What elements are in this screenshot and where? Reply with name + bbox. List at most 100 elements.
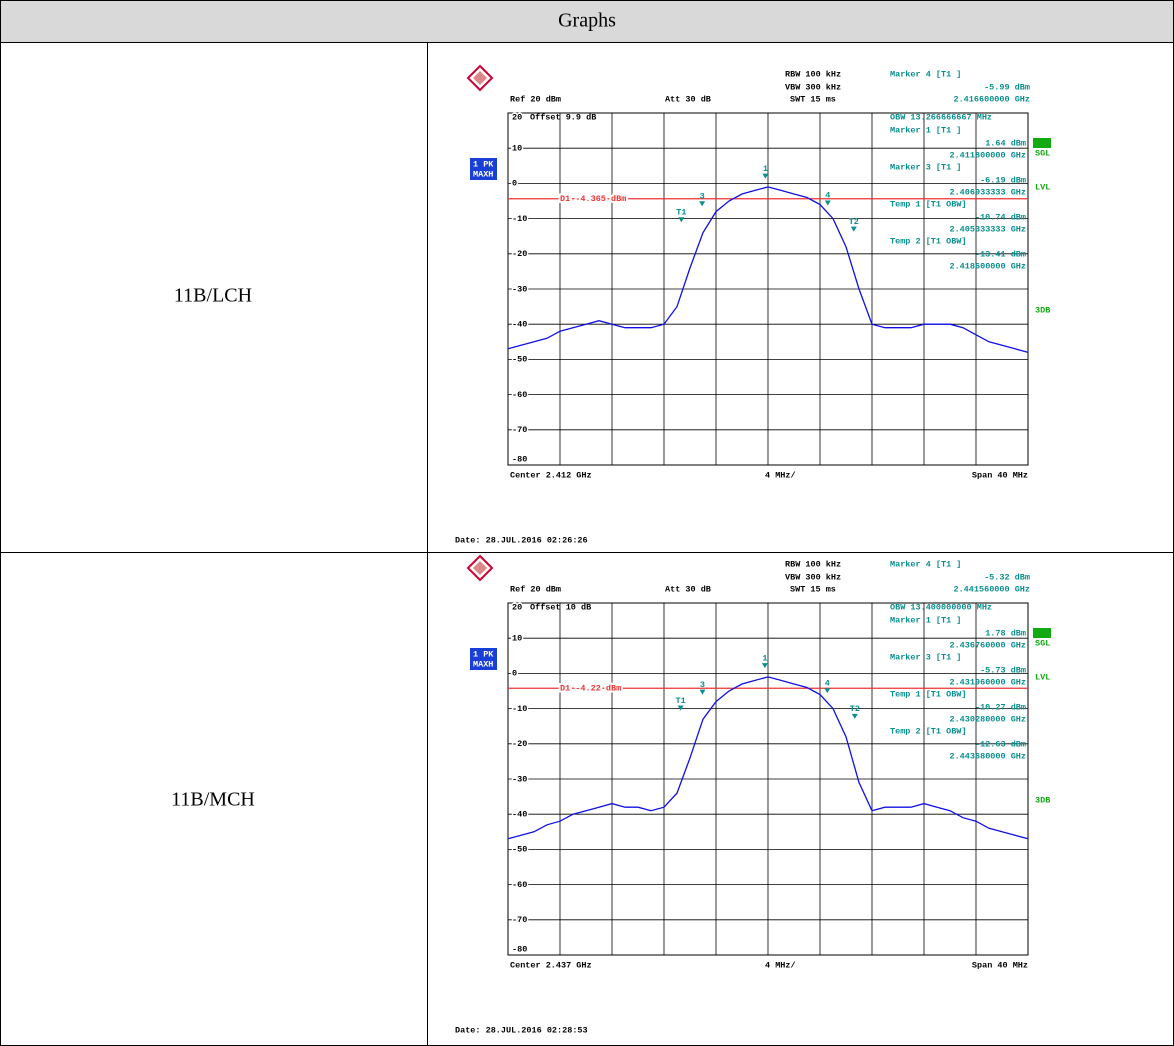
center: Center 2.437 GHz	[510, 960, 592, 970]
readout-freq: 2.416600000 GHz	[953, 94, 1030, 104]
marker	[762, 173, 769, 179]
att: Att 30 dB	[665, 584, 711, 594]
header-title: Graphs	[558, 10, 616, 32]
readout-title: Temp 2 [T1 OBW]	[890, 726, 967, 736]
ref: Ref 20 dBm	[510, 94, 561, 104]
span: Span 40 MHz	[972, 960, 1028, 970]
d1-label: D1 -4.365 dBm	[560, 194, 626, 204]
readout-freq: 2.430280000 GHz	[949, 714, 1026, 724]
side-label: LVL	[1035, 672, 1050, 682]
y-tick-label: -50	[512, 355, 527, 365]
ref: Ref 20 dBm	[510, 584, 561, 594]
marker	[824, 688, 831, 694]
side-label: LVL	[1035, 182, 1050, 192]
y-tick-label: -60	[512, 390, 527, 400]
badge-text: 1 PK	[473, 649, 494, 659]
readout-title: Marker 4 [T1 ]	[890, 559, 961, 569]
y-tick-label: 10	[512, 633, 522, 643]
readout-level: -5.32 dBm	[984, 572, 1030, 582]
y-tick-label: -60	[512, 880, 527, 890]
marker-id: T1	[676, 207, 686, 217]
readout-title: Temp 2 [T1 OBW]	[890, 236, 967, 246]
y-tick-label: -40	[512, 809, 527, 819]
y-tick-label: -20	[512, 249, 527, 259]
marker	[678, 217, 685, 223]
division: 4 MHz/	[765, 470, 796, 480]
y-tick-label: -80	[512, 944, 527, 954]
badge	[470, 648, 497, 670]
obw: OBW 13.400000000 MHz	[890, 602, 992, 612]
trace	[507, 186, 1029, 354]
side-label: 3DB	[1035, 305, 1050, 315]
badge	[470, 158, 497, 180]
readout-title: Marker 1 [T1 ]	[890, 125, 961, 135]
marker	[699, 689, 706, 695]
row-label: 11B/MCH	[171, 789, 255, 811]
marker	[761, 663, 768, 669]
y-tick-label: -30	[512, 774, 527, 784]
side-label: SGL	[1035, 148, 1050, 158]
marker-id: 3	[700, 680, 705, 690]
marker-id: 4	[825, 191, 830, 201]
readout-freq: 2.431960000 GHz	[949, 677, 1026, 687]
rbw: RBW 100 kHz	[785, 559, 841, 569]
readout-level: 1.64 dBm	[985, 138, 1026, 148]
marker-id: 1	[763, 164, 768, 174]
y-tick-label: -70	[512, 915, 527, 925]
marker-id: T1	[676, 696, 686, 706]
y-tick-label: 20	[512, 602, 522, 612]
y-tick-label: 20	[512, 112, 522, 122]
swt: SWT 15 ms	[790, 94, 836, 104]
readout-level: -5.99 dBm	[984, 82, 1030, 92]
readout-freq: 2.411800000 GHz	[949, 150, 1026, 160]
span: Span 40 MHz	[972, 470, 1028, 480]
side-label: SGL	[1035, 638, 1050, 648]
y-tick-label: -40	[512, 319, 527, 329]
readout-level: -10.74 dBm	[975, 212, 1026, 222]
obw: OBW 13.266666667 MHz	[890, 112, 992, 122]
marker	[851, 713, 858, 719]
y-tick-label: -70	[512, 425, 527, 435]
marker	[677, 705, 684, 711]
rbw: RBW 100 kHz	[785, 69, 841, 79]
readout-title: Marker 3 [T1 ]	[890, 162, 961, 172]
readout-title: Marker 3 [T1 ]	[890, 652, 961, 662]
marker	[850, 226, 857, 232]
readout-freq: 2.441560000 GHz	[953, 584, 1030, 594]
marker-id: 3	[700, 191, 705, 201]
y-tick-label: -10	[512, 704, 527, 714]
readout-title: Marker 4 [T1 ]	[890, 69, 961, 79]
swt: SWT 15 ms	[790, 584, 836, 594]
d1-label: D1 -4.22 dBm	[560, 684, 621, 694]
marker-id: T2	[849, 217, 859, 227]
readout-freq: 2.418600000 GHz	[949, 261, 1026, 271]
division: 4 MHz/	[765, 960, 796, 970]
readout-level: -5.73 dBm	[980, 665, 1026, 675]
y-tick-label: 0	[512, 179, 517, 189]
readout-title: Temp 1 [T1 OBW]	[890, 199, 967, 209]
readout-title: Temp 1 [T1 OBW]	[890, 689, 967, 699]
badge-text: 1 PK	[473, 159, 494, 169]
badge-text: MAXH	[473, 169, 493, 179]
y-tick-label: -20	[512, 739, 527, 749]
att: Att 30 dB	[665, 94, 711, 104]
date: Date: 28.JUL.2016 02:28:53	[455, 1025, 588, 1035]
marker	[824, 200, 831, 206]
badge-text: MAXH	[473, 659, 493, 669]
header-cell	[0, 0, 1174, 43]
sgl-box	[1033, 138, 1051, 148]
vbw: VBW 300 kHz	[785, 82, 841, 92]
readout-level: -10.27 dBm	[975, 702, 1026, 712]
y-tick-label: -30	[512, 284, 527, 294]
offset: Offset 9.9 dB	[530, 112, 596, 122]
readout-level: -6.19 dBm	[980, 175, 1026, 185]
y-tick-label: -10	[512, 214, 527, 224]
readout-freq: 2.443680000 GHz	[949, 751, 1026, 761]
readout-level: -12.63 dBm	[975, 739, 1026, 749]
readout-level: -13.41 dBm	[975, 249, 1026, 259]
side-label: 3DB	[1035, 795, 1050, 805]
marker-id: 1	[762, 653, 767, 663]
date: Date: 28.JUL.2016 02:26:26	[455, 535, 588, 545]
